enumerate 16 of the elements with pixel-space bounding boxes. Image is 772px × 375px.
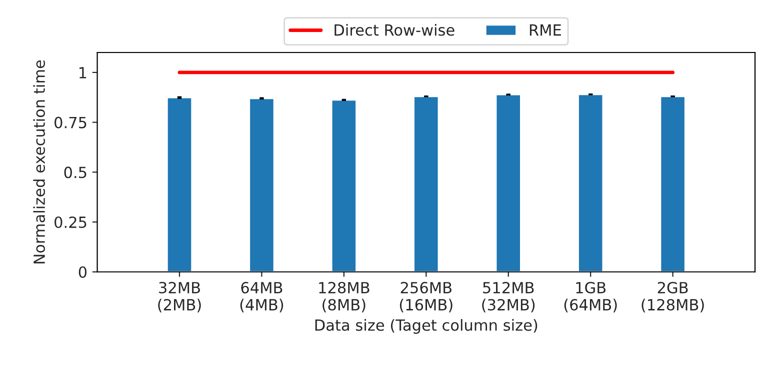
- x-tick-label: 32MB (2MB): [158, 282, 201, 312]
- legend-label: RME: [530, 24, 561, 36]
- y-tick-label: 0.5: [64, 166, 86, 178]
- y-tick-label: 0.25: [54, 216, 86, 228]
- y-tick-label: 0: [78, 266, 87, 278]
- x-tick-label: 64MB (4MB): [240, 282, 284, 312]
- x-tick-label: 512MB (32MB): [482, 282, 535, 312]
- x-tick-label: 2GB (128MB): [642, 282, 704, 312]
- x-tick-label: 128MB (8MB): [319, 282, 370, 312]
- x-tick-label: 1GB (64MB): [564, 282, 617, 312]
- legend-label: Direct Row-wise: [334, 24, 454, 36]
- y-tick-label: 0.75: [54, 116, 86, 128]
- y-axis-title: Normalized execution time: [33, 60, 46, 264]
- x-axis-title: Data size (Taget column size): [315, 319, 538, 334]
- x-tick-label: 256MB (16MB): [400, 282, 452, 312]
- y-tick-label: 1: [80, 67, 86, 78]
